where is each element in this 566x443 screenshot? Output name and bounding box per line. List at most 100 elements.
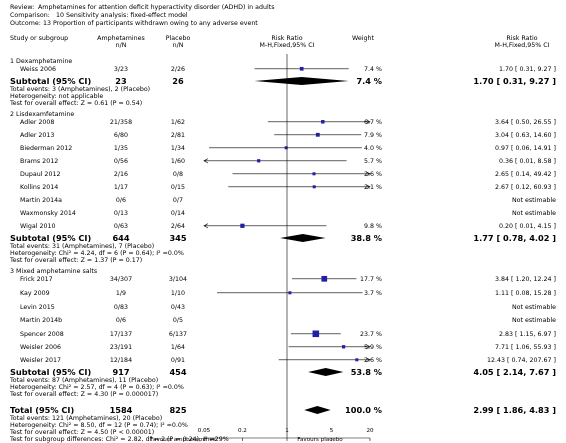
study-name: Kollins 2014 bbox=[20, 184, 58, 191]
study-row-15-point bbox=[341, 345, 346, 349]
col-ctrl-sub: n/N bbox=[173, 42, 184, 49]
total-note: Test for overall effect: Z = 4.50 (P < 0… bbox=[9, 429, 154, 436]
study-exp-events: 0/6 bbox=[116, 197, 126, 204]
study-row-2-point bbox=[315, 132, 320, 137]
study-row-16-ci-arrow-right bbox=[365, 357, 371, 363]
outcome-prefix: Outcome: bbox=[10, 20, 41, 27]
total-weight: 100.0 % bbox=[345, 405, 382, 415]
study-weight: 5.9 % bbox=[364, 344, 382, 351]
review-prefix: Review: bbox=[10, 4, 34, 11]
study-ctrl-events: 0/5 bbox=[173, 317, 183, 324]
study-name: Levin 2015 bbox=[20, 304, 55, 311]
study-weight: 4.0 % bbox=[364, 145, 382, 152]
study-ci-text: 0.97 [ 0.06, 14.91 ] bbox=[495, 145, 556, 152]
study-row-6-ci-arrow-right bbox=[365, 184, 371, 190]
study-row-9-point bbox=[240, 223, 245, 228]
study-row-1-ci-arrow-right bbox=[365, 119, 371, 125]
comparison-prefix: Comparison: bbox=[10, 12, 50, 19]
study-name: Adler 2013 bbox=[20, 132, 54, 139]
study-row-14-point bbox=[312, 330, 320, 338]
study-ctrl-events: 6/137 bbox=[169, 331, 187, 338]
subtotal-1-weight: 7.4 % bbox=[356, 76, 382, 86]
study-ci-text: 7.71 [ 1.06, 55.93 ] bbox=[495, 344, 556, 351]
study-ci-text: 12.43 [ 0.74, 207.67 ] bbox=[487, 357, 556, 364]
study-row-10-point bbox=[321, 275, 328, 282]
study-ctrl-events: 0/8 bbox=[173, 171, 183, 178]
total-ci-text: 2.99 [ 1.86, 4.83 ] bbox=[473, 405, 556, 415]
col-rr2: Risk Ratio bbox=[506, 35, 537, 42]
study-ctrl-events: 2/64 bbox=[171, 223, 185, 230]
col-study: Study or subgroup bbox=[10, 35, 68, 42]
subgroup-title: 1 Dexamphetamine bbox=[10, 58, 72, 65]
study-name: Weiss 2006 bbox=[20, 66, 56, 73]
subgroup-note: Heterogeneity: Chi² = 2.57, df = 4 (P = … bbox=[10, 384, 184, 391]
study-exp-events: 0/6 bbox=[116, 317, 126, 324]
subgroup-note: Test for overall effect: Z = 0.61 (P = 0… bbox=[9, 100, 142, 107]
study-name: Brams 2012 bbox=[20, 158, 58, 165]
study-name: Martin 2014b bbox=[20, 317, 62, 324]
subtotal-3-diamond bbox=[308, 368, 344, 376]
study-ci-text: Not estimable bbox=[512, 197, 556, 204]
study-ctrl-events: 1/64 bbox=[171, 344, 185, 351]
subtotal-2-exp-total: 644 bbox=[112, 233, 129, 243]
study-ci-text: Not estimable bbox=[512, 210, 556, 217]
subtotal-3-ci-text: 4.05 [ 2.14, 7.67 ] bbox=[473, 367, 556, 377]
favours-right-label: Favours placebo bbox=[297, 437, 343, 443]
col-rr2-sub: M-H,Fixed,95% CI bbox=[494, 42, 549, 49]
study-weight: 7.9 % bbox=[364, 132, 382, 139]
study-ctrl-events: 0/7 bbox=[173, 197, 183, 204]
subtotal-2-diamond bbox=[280, 234, 326, 242]
study-name: Weisler 2017 bbox=[20, 357, 61, 364]
header: Review: Amphetamines for attention defic… bbox=[10, 4, 275, 27]
comparison-text: 10 Sensitivity analysis: fixed-effect mo… bbox=[56, 12, 188, 19]
study-ci-text: Not estimable bbox=[512, 304, 556, 311]
x-tick-label: 0.05 bbox=[198, 428, 211, 434]
study-exp-events: 0/83 bbox=[114, 304, 128, 311]
study-row-5-ci-arrow-right bbox=[365, 171, 371, 177]
total-exp-total: 1584 bbox=[110, 405, 133, 415]
study-weight: 2.1 % bbox=[364, 184, 382, 191]
col-exp-sub: n/N bbox=[116, 42, 127, 49]
study-ci-text: 3.04 [ 0.63, 14.60 ] bbox=[495, 132, 556, 139]
study-name: Wigal 2010 bbox=[20, 223, 55, 230]
study-ctrl-events: 0/15 bbox=[171, 184, 185, 191]
study-ci-text: Not estimable bbox=[512, 317, 556, 324]
col-rr: Risk Ratio bbox=[271, 35, 302, 42]
study-name: Dupaul 2012 bbox=[20, 171, 60, 178]
subgroup-title: 2 Lisdexamfetamine bbox=[10, 111, 74, 118]
x-tick-label: 5 bbox=[330, 428, 334, 434]
study-ci-text: 2.65 [ 0.14, 49.42 ] bbox=[495, 171, 556, 178]
study-name: Frick 2017 bbox=[20, 276, 53, 283]
study-weight: 6.7 % bbox=[364, 119, 382, 126]
study-name: Kay 2009 bbox=[20, 290, 50, 297]
study-ctrl-events: 1/62 bbox=[171, 119, 185, 126]
forest-axis: 0.05 0.2 1 5 20 Favours amphetamines Favours p… bbox=[150, 54, 374, 443]
col-ctrl: Placebo bbox=[166, 35, 191, 42]
subtotal-2-ctrl-total: 345 bbox=[169, 233, 186, 243]
review-text: Amphetamines for attention deficit hyper… bbox=[38, 4, 275, 11]
subtotal-2-ci-text: 1.77 [ 0.78, 4.02 ] bbox=[473, 233, 556, 243]
study-ctrl-events: 0/91 bbox=[171, 357, 185, 364]
subgroup-title: 3 Mixed amphetamine salts bbox=[10, 268, 97, 275]
subtotal-1-ci-text: 1.70 [ 0.31, 9.27 ] bbox=[473, 76, 556, 86]
subgroup-note: Total events: 87 (Amphetamines), 11 (Pla… bbox=[9, 377, 158, 384]
study-weight: 9.8 % bbox=[364, 223, 382, 230]
study-name: Adler 2008 bbox=[20, 119, 54, 126]
study-ctrl-events: 1/34 bbox=[171, 145, 185, 152]
subtotal-3-ctrl-total: 454 bbox=[169, 367, 186, 377]
study-exp-events: 12/184 bbox=[110, 357, 132, 364]
study-row-15-ci-arrow-right bbox=[365, 344, 371, 350]
study-ctrl-events: 2/26 bbox=[171, 66, 185, 73]
col-exp: Amphetamines bbox=[97, 35, 145, 42]
col-rr-sub: M-H,Fixed,95% CI bbox=[259, 42, 314, 49]
study-exp-events: 17/137 bbox=[110, 331, 132, 338]
subgroup-note: Total events: 3 (Amphetamines), 2 (Place… bbox=[9, 86, 150, 93]
total-ctrl-total: 825 bbox=[169, 405, 186, 415]
subtotal-1-diamond bbox=[254, 77, 349, 85]
total-diamond bbox=[304, 406, 331, 414]
study-row-9-ci-arrow-left bbox=[203, 223, 209, 229]
subgroup-note: Test for overall effect: Z = 4.30 (P = 0… bbox=[9, 391, 158, 398]
subtotal-3-weight: 53.8 % bbox=[351, 367, 382, 377]
study-name: Spencer 2008 bbox=[20, 331, 64, 338]
